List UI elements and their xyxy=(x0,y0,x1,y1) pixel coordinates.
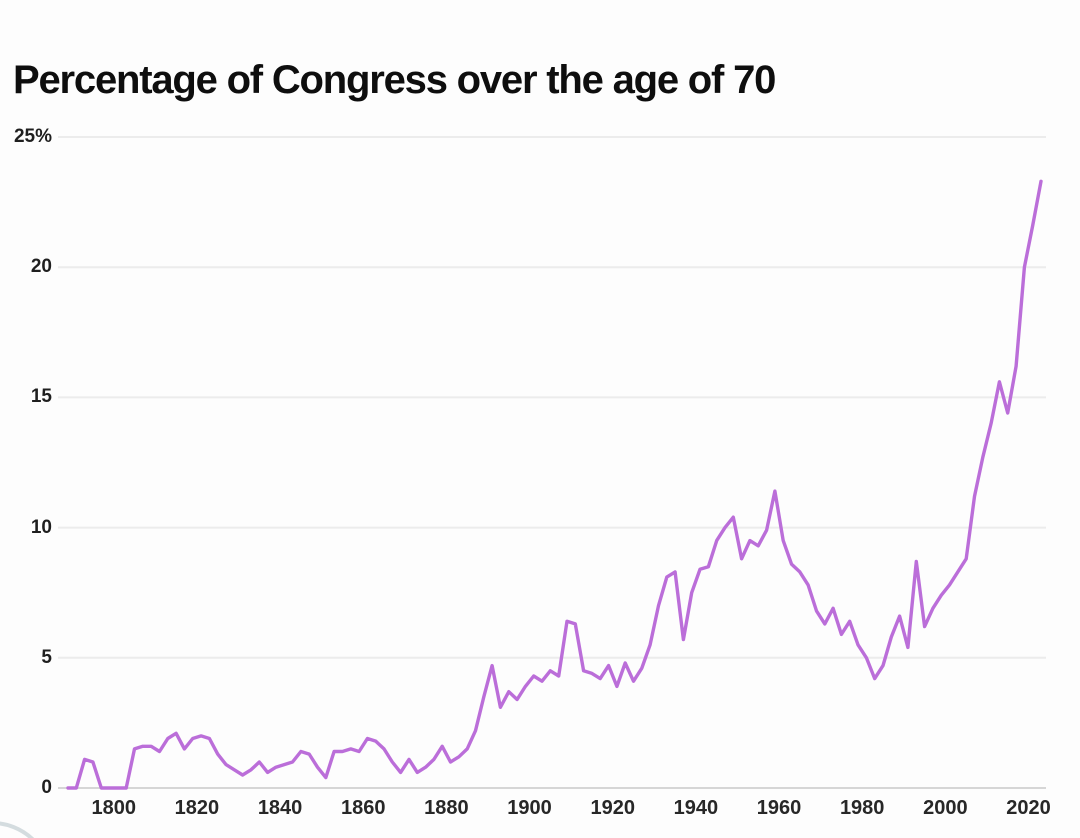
y-tick-label: 15 xyxy=(30,386,52,408)
x-tick-label: 1920 xyxy=(590,797,635,819)
x-tick-label: 2000 xyxy=(923,797,968,819)
x-tick-label: 1820 xyxy=(174,797,220,819)
x-tick-label: 1900 xyxy=(507,797,552,819)
series-line xyxy=(66,179,1043,790)
x-tick-label: 1960 xyxy=(756,797,802,819)
chart-title: Percentage of Congress over the age of 7… xyxy=(13,58,776,102)
x-tick-label: 1940 xyxy=(673,797,719,819)
y-tick-label: 10 xyxy=(30,516,52,538)
y-tick-label: 25% xyxy=(13,126,52,147)
y-tick-label: 5 xyxy=(41,646,52,668)
x-tick-label: 1980 xyxy=(839,797,885,819)
x-tick-label: 1860 xyxy=(340,797,386,819)
y-tick-label: 20 xyxy=(30,256,52,278)
x-tick-label: 1880 xyxy=(424,797,469,819)
x-tick-label: 2020 xyxy=(1006,797,1051,819)
y-tick-label: 0 xyxy=(41,777,52,798)
x-tick-label: 1800 xyxy=(91,797,136,819)
x-tick-label: 1840 xyxy=(257,797,303,819)
